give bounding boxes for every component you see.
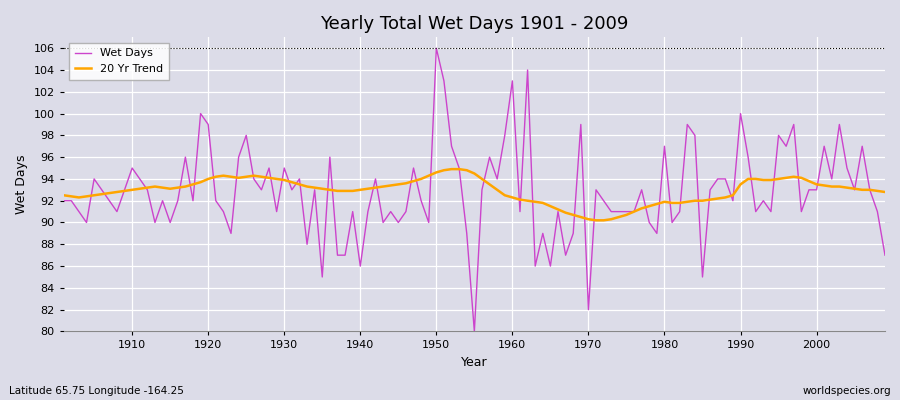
Line: 20 Yr Trend: 20 Yr Trend (64, 169, 885, 220)
20 Yr Trend (119, 188, 130, 193)
20 Yr Trend (614, 215, 625, 220)
X-axis label: Year: Year (461, 356, 488, 369)
20 Yr Trend (879, 190, 890, 194)
20 Yr Trend (507, 195, 517, 200)
Wet Days (58, 198, 69, 203)
Line: Wet Days: Wet Days (64, 48, 885, 332)
Wet Days (332, 253, 343, 258)
20 Yr Trend (332, 188, 343, 193)
Wet Days (469, 329, 480, 334)
20 Yr Trend (515, 197, 526, 202)
Wet Days (119, 188, 130, 192)
Wet Days (286, 188, 297, 192)
Wet Days (515, 209, 526, 214)
20 Yr Trend (58, 193, 69, 198)
Wet Days (431, 46, 442, 51)
20 Yr Trend (590, 218, 601, 223)
Wet Days (614, 209, 625, 214)
Title: Yearly Total Wet Days 1901 - 2009: Yearly Total Wet Days 1901 - 2009 (320, 15, 628, 33)
20 Yr Trend (286, 180, 297, 184)
20 Yr Trend (446, 167, 457, 172)
Legend: Wet Days, 20 Yr Trend: Wet Days, 20 Yr Trend (69, 43, 169, 80)
Text: worldspecies.org: worldspecies.org (803, 386, 891, 396)
Text: Latitude 65.75 Longitude -164.25: Latitude 65.75 Longitude -164.25 (9, 386, 184, 396)
Y-axis label: Wet Days: Wet Days (15, 155, 28, 214)
Wet Days (522, 68, 533, 72)
Wet Days (879, 253, 890, 258)
